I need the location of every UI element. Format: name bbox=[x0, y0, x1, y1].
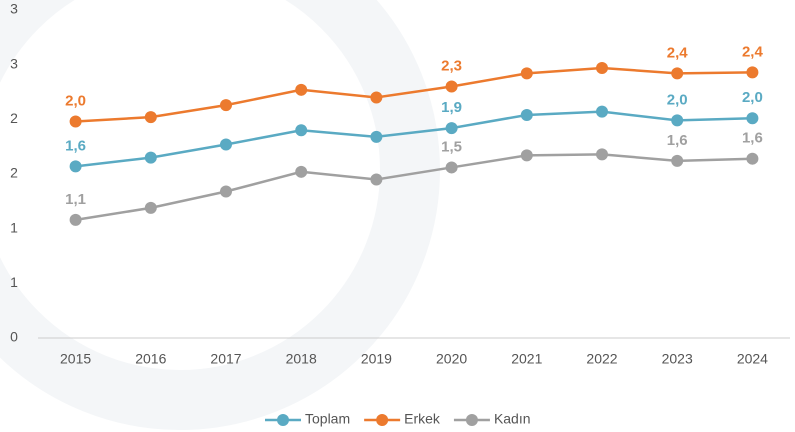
data-point bbox=[220, 99, 232, 112]
data-point bbox=[520, 108, 533, 121]
data-point bbox=[596, 61, 608, 74]
data-point bbox=[445, 80, 458, 93]
value-label: 2,0 bbox=[742, 89, 763, 106]
x-tick-label: 2021 bbox=[511, 351, 542, 367]
data-point bbox=[671, 114, 684, 127]
data-point bbox=[370, 91, 383, 104]
y-tick-label: 2 bbox=[10, 165, 18, 181]
y-tick-label: 3 bbox=[10, 1, 18, 17]
data-point bbox=[370, 130, 383, 143]
x-tick-label: 2015 bbox=[60, 351, 91, 367]
value-label: 1,6 bbox=[65, 137, 86, 154]
legend-marker bbox=[376, 414, 389, 426]
value-label: 2,4 bbox=[667, 44, 689, 61]
data-point bbox=[445, 161, 458, 174]
x-tick-label: 2019 bbox=[361, 351, 392, 367]
x-tick-label: 2022 bbox=[586, 351, 617, 367]
data-point bbox=[596, 105, 608, 118]
value-label: 1,5 bbox=[441, 138, 462, 155]
data-point bbox=[520, 149, 533, 162]
data-point bbox=[295, 124, 308, 137]
data-point bbox=[520, 67, 533, 80]
legend-label: Toplam bbox=[305, 411, 350, 427]
y-tick-label: 2 bbox=[10, 110, 18, 126]
value-label: 1,6 bbox=[667, 132, 688, 149]
y-tick-label: 3 bbox=[10, 55, 18, 71]
legend-marker bbox=[465, 414, 478, 426]
data-point bbox=[295, 83, 308, 96]
watermark bbox=[0, 0, 440, 430]
data-point bbox=[69, 160, 82, 173]
data-point bbox=[144, 151, 157, 164]
data-point bbox=[220, 185, 232, 198]
x-tick-label: 2017 bbox=[210, 351, 241, 367]
data-point bbox=[144, 111, 157, 124]
data-point bbox=[144, 201, 157, 214]
x-tick-label: 2023 bbox=[662, 351, 693, 367]
y-tick-label: 1 bbox=[10, 219, 18, 235]
data-point bbox=[671, 67, 684, 80]
value-label: 2,4 bbox=[742, 43, 764, 60]
series-line bbox=[75, 153, 753, 222]
y-tick-label: 0 bbox=[10, 329, 18, 345]
data-point bbox=[671, 154, 684, 167]
legend-label: Erkek bbox=[404, 411, 441, 427]
value-label: 2,0 bbox=[65, 92, 86, 109]
data-point bbox=[746, 112, 759, 125]
data-point bbox=[445, 122, 458, 135]
data-point bbox=[220, 138, 232, 151]
legend-marker bbox=[277, 414, 289, 426]
x-tick-label: 2016 bbox=[135, 351, 166, 367]
x-tick-label: 2018 bbox=[286, 351, 317, 367]
legend-label: Kadın bbox=[494, 411, 531, 427]
value-label: 1,9 bbox=[441, 99, 462, 116]
data-point bbox=[370, 173, 383, 186]
data-point bbox=[295, 165, 308, 178]
series-line bbox=[75, 66, 753, 123]
data-point bbox=[746, 152, 759, 165]
data-point bbox=[746, 66, 759, 79]
data-point bbox=[69, 213, 82, 226]
x-tick-label: 2024 bbox=[737, 351, 768, 367]
value-label: 1,6 bbox=[742, 130, 763, 147]
data-point bbox=[69, 115, 82, 128]
value-label: 1,1 bbox=[65, 191, 86, 208]
value-label: 2,3 bbox=[441, 58, 462, 75]
y-tick-label: 1 bbox=[10, 274, 18, 290]
series-line bbox=[75, 110, 753, 168]
value-label: 2,0 bbox=[667, 91, 688, 108]
x-tick-label: 2020 bbox=[436, 351, 467, 367]
data-point bbox=[596, 148, 608, 161]
